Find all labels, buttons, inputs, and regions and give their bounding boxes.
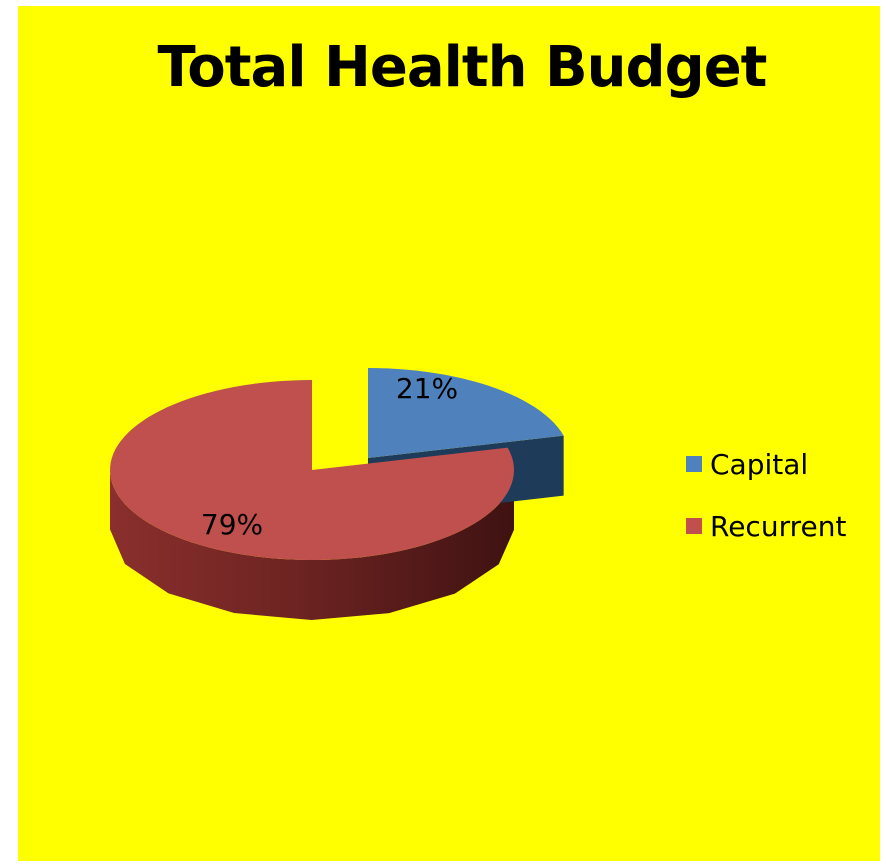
legend-item-recurrent: Recurrent [686,509,847,543]
recurrent-data-label: 79% [201,508,263,541]
recurrent-slice-side [110,469,514,620]
capital-data-label: 21% [396,372,458,405]
legend-swatch-capital [686,456,702,472]
capital-slice [368,368,564,458]
legend-label-recurrent: Recurrent [710,509,847,543]
legend: Capital Recurrent [686,448,846,572]
legend-swatch-recurrent [686,518,702,534]
chart-title: Total Health Budget [157,35,768,100]
recurrent-slice [110,380,514,560]
legend-label-capital: Capital [710,447,809,481]
legend-item-capital: Capital [686,447,846,481]
